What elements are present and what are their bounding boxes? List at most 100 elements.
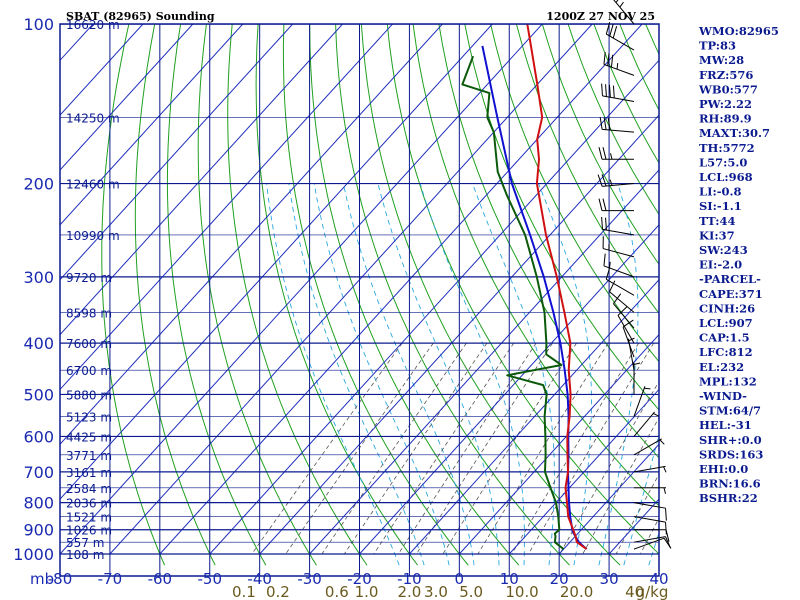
isotherm-line: [159, 24, 643, 555]
stability-index-value: MAXT:30.7: [699, 126, 770, 140]
background-grid: [60, 24, 800, 576]
height-label: 4425 m: [66, 430, 112, 444]
wind-barb-half-flag: [644, 387, 651, 390]
stability-index-value: TH:5772: [699, 141, 755, 155]
wind-barb: [597, 174, 635, 187]
stability-index-value: TP:83: [699, 39, 736, 53]
wind-barb-staff: [633, 465, 666, 473]
isotherm-line: [60, 24, 393, 391]
temperature-tick-label: -80: [48, 570, 73, 588]
moist-adiabat-line: [266, 183, 400, 566]
wind-barb-half-flag: [628, 337, 635, 342]
wind-barb-flag: [607, 117, 611, 131]
wind-barb-staff: [602, 228, 635, 236]
wind-barb-flag: [612, 85, 615, 99]
temperature-tick-label: -40: [247, 570, 272, 588]
wind-barb: [633, 465, 667, 473]
stability-index-value: LFC:812: [699, 345, 753, 359]
wind-barb-half-flag: [659, 439, 665, 445]
isotherm-line: [259, 114, 659, 555]
plot-border: [59, 23, 660, 577]
dry-adiabat-line: [490, 24, 659, 363]
wind-barb-staff: [633, 386, 646, 417]
temperature-tick-label: -50: [198, 570, 223, 588]
isotherm-line: [508, 388, 659, 555]
sounding-time: 1200Z 27 NOV 25: [546, 10, 655, 23]
isotherm-line: [309, 169, 659, 555]
wind-barb-flag: [607, 53, 610, 66]
wind-barb-half-flag: [663, 466, 667, 473]
stability-index-value: MW:28: [699, 53, 744, 67]
wind-barb-flag: [598, 198, 603, 211]
mixing-ratio-label: 1.0: [355, 583, 379, 600]
wind-barb-flag: [601, 174, 607, 187]
wind-barb-staff: [602, 248, 635, 258]
mixing-ratio-label: 40: [625, 583, 644, 600]
stability-index-value: HEL:-31: [699, 418, 752, 432]
height-label: 12460 m: [66, 178, 120, 192]
wind-barb-staff: [606, 33, 635, 51]
wind-barb-staff: [627, 338, 635, 371]
wind-barb: [599, 117, 635, 133]
dry-adiabat-line: [515, 24, 659, 315]
dry-adiabat-line: [227, 24, 368, 566]
wind-barb-flag: [605, 267, 611, 280]
mixing-ratio-label: 10.0: [505, 583, 538, 600]
temperature-tick-label: 0: [455, 570, 465, 588]
stability-index-value: EHI:0.0: [699, 462, 748, 476]
wind-barb-staff: [633, 411, 655, 437]
height-label: 5880 m: [66, 388, 112, 402]
height-label: 3771 m: [66, 449, 112, 463]
wind-barb-flag: [608, 84, 611, 98]
dewpoint-profile-line: [461, 55, 565, 550]
stability-index-value: MPL:132: [699, 374, 757, 388]
pressure-tick-label: 400: [23, 334, 54, 353]
wind-barb: [627, 337, 635, 371]
moist-adiabat-line: [342, 183, 475, 566]
height-label: 1521 m: [66, 511, 112, 525]
dry-adiabat-line: [360, 24, 621, 566]
wind-barb-flag: [601, 83, 603, 96]
height-label: 9720 m: [66, 271, 112, 285]
stability-index-value: RH:89.9: [699, 112, 752, 126]
mixing-ratio-label: 20.0: [560, 583, 593, 600]
wind-barb-flag: [602, 147, 607, 160]
wind-barb-flag: [613, 293, 622, 305]
height-label: 1026 m: [66, 524, 112, 538]
isotherm-line: [60, 24, 144, 116]
wind-barb-staff: [633, 502, 666, 509]
dry-adiabat-line: [775, 24, 800, 565]
wind-barb: [633, 502, 667, 521]
mixing-ratio-line: [343, 342, 488, 555]
isotherm-line: [60, 24, 493, 500]
stability-index-value: STM:64/7: [699, 404, 761, 418]
isotherm-line: [60, 24, 443, 446]
isotherm-line: [558, 443, 659, 555]
wind-barb: [633, 438, 665, 456]
wind-barb: [613, 0, 635, 25]
stability-index-value: TT:44: [699, 214, 736, 228]
stability-index-value: SHR+:0.0: [699, 433, 762, 447]
temperature-tick-label: -20: [347, 570, 372, 588]
wind-barb: [613, 293, 635, 329]
isotherm-line: [60, 24, 194, 171]
stability-index-value: -PARCEL-: [699, 272, 761, 286]
pressure-tick-label: 800: [23, 494, 54, 513]
wind-barb-half-flag: [619, 1, 624, 8]
wind-barb: [598, 198, 634, 212]
temperature-tick-label: 10: [500, 570, 519, 588]
stability-index-value: BSHR:22: [699, 491, 758, 505]
wind-barb-flag: [615, 0, 619, 3]
temperature-tick-label: -30: [297, 570, 322, 588]
dry-adiabat-line: [255, 24, 419, 566]
wind-barb: [603, 52, 635, 76]
stability-index-value: KI:37: [699, 228, 735, 242]
plot-frame: [59, 23, 660, 577]
stability-index-value: EI:-2.0: [699, 258, 742, 272]
moist-adiabat-line: [419, 183, 525, 566]
stability-index-value: CINH:26: [699, 301, 755, 315]
wind-barb-flag: [617, 306, 628, 316]
moist-adiabat-line: [313, 183, 450, 566]
